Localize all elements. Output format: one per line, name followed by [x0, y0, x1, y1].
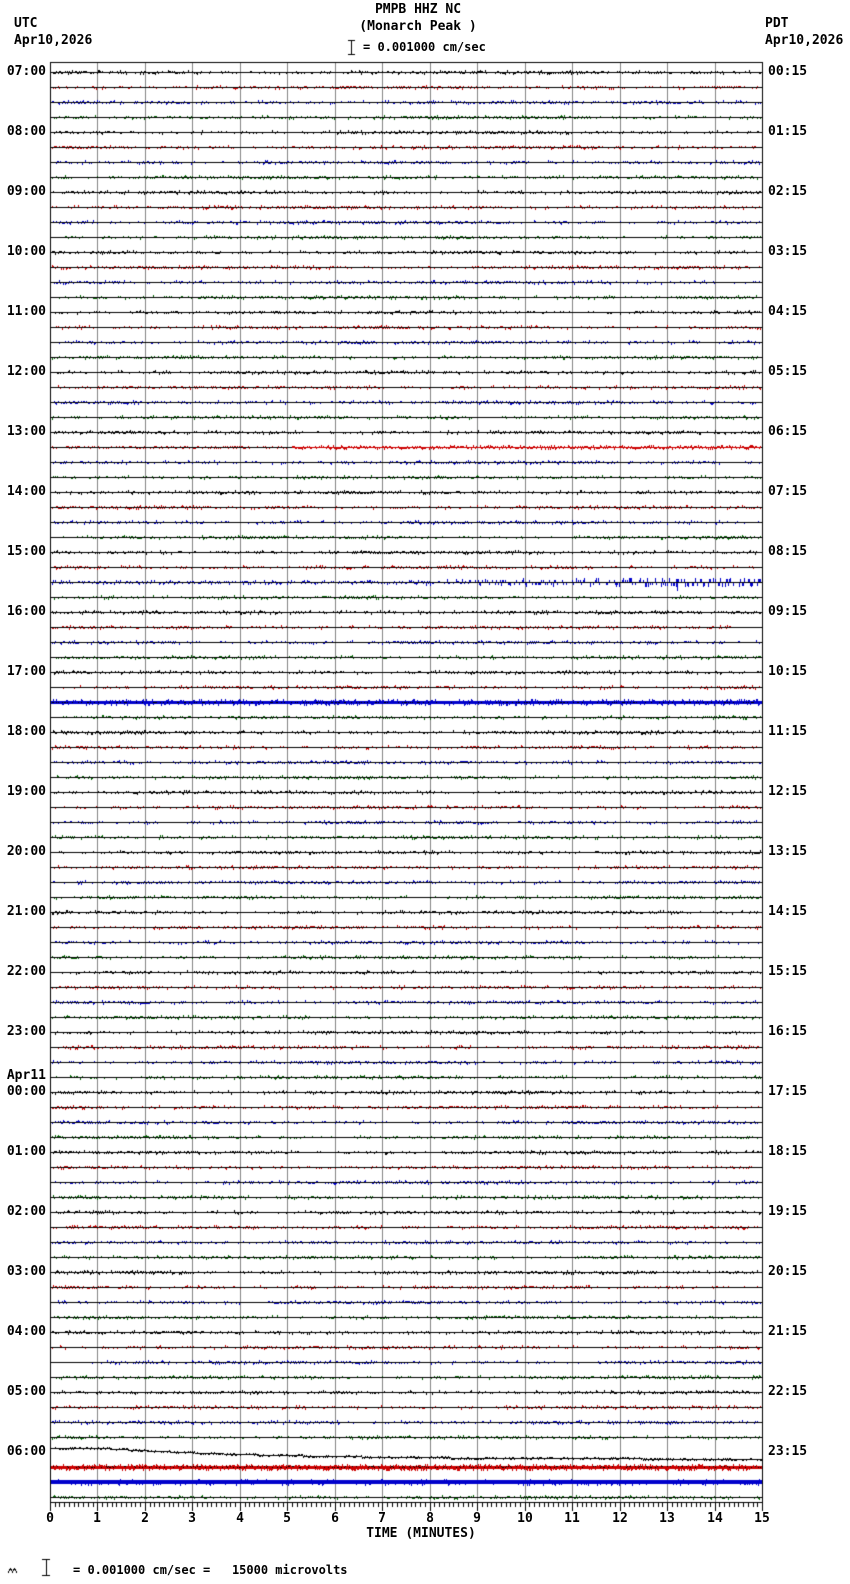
x-tick-label: 9 [473, 1511, 481, 1526]
footer-scale-note: = 0.001000 cm/sec = 15000 microvolts [73, 1563, 348, 1577]
pdt-hour-label: 04:15 [768, 304, 808, 319]
utc-hour-label: 03:00 [6, 1264, 46, 1279]
x-tick-label: 12 [612, 1511, 628, 1526]
pdt-hour-label: 15:15 [768, 964, 808, 979]
utc-hour-label: 15:00 [6, 544, 46, 559]
x-tick-label: 3 [188, 1511, 196, 1526]
x-tick-label: 14 [707, 1511, 723, 1526]
pdt-hour-label: 08:15 [768, 544, 808, 559]
x-axis-title: TIME (MINUTES) [366, 1526, 476, 1541]
utc-hour-label: 06:00 [6, 1444, 46, 1459]
station-title: PMPB HHZ NC [374, 2, 462, 17]
x-tick-label: 8 [426, 1511, 434, 1526]
pdt-hour-label: 22:15 [768, 1384, 808, 1399]
x-tick-label: 5 [283, 1511, 291, 1526]
utc-hour-label: 09:00 [6, 184, 46, 199]
utc-hour-label: 05:00 [6, 1384, 46, 1399]
x-tick-label: 11 [564, 1511, 580, 1526]
x-tick-label: 1 [93, 1511, 101, 1526]
amplitude-scale-label: = 0.001000 cm/sec [363, 40, 486, 54]
timezone-right: PDT [765, 16, 789, 31]
pdt-hour-label: 20:15 [768, 1264, 808, 1279]
pdt-hour-label: 12:15 [768, 784, 808, 799]
timezone-left: UTC [14, 16, 38, 31]
x-tick-label: 2 [141, 1511, 149, 1526]
date-left: Apr10,2026 [14, 33, 93, 48]
pdt-hour-label: 02:15 [768, 184, 808, 199]
pdt-hour-label: 11:15 [768, 724, 808, 739]
utc-hour-label: 13:00 [6, 424, 46, 439]
pdt-hour-label: 09:15 [768, 604, 808, 619]
pdt-hour-label: 18:15 [768, 1144, 808, 1159]
utc-hour-label: 08:00 [6, 124, 46, 139]
utc-hour-label: 02:00 [6, 1204, 46, 1219]
pdt-hour-label: 17:15 [768, 1084, 808, 1099]
pdt-hour-label: 21:15 [768, 1324, 808, 1339]
x-tick-label: 4 [236, 1511, 244, 1526]
pdt-hour-label: 07:15 [768, 484, 808, 499]
utc-hour-label: 10:00 [6, 244, 46, 259]
utc-hour-label: 21:00 [6, 904, 46, 919]
utc-hour-label: 17:00 [6, 664, 46, 679]
x-tick-label: 6 [331, 1511, 339, 1526]
date-right: Apr10,2026 [765, 33, 844, 48]
pdt-hour-label: 00:15 [768, 64, 808, 79]
x-tick-label: 15 [754, 1511, 770, 1526]
pdt-hour-label: 06:15 [768, 424, 808, 439]
x-tick-label: 10 [517, 1511, 533, 1526]
utc-hour-label: 00:00 [6, 1084, 46, 1099]
pdt-hour-label: 03:15 [768, 244, 808, 259]
utc-hour-label: 01:00 [6, 1144, 46, 1159]
pdt-hour-label: 19:15 [768, 1204, 808, 1219]
x-tick-label: 7 [378, 1511, 386, 1526]
pdt-hour-label: 05:15 [768, 364, 808, 379]
utc-hour-label: 14:00 [6, 484, 46, 499]
utc-hour-label: 11:00 [6, 304, 46, 319]
utc-hour-label: 19:00 [6, 784, 46, 799]
utc-hour-label: 22:00 [6, 964, 46, 979]
station-location: (Monarch Peak ) [359, 19, 477, 34]
utc-hour-label: 04:00 [6, 1324, 46, 1339]
pdt-hour-label: 01:15 [768, 124, 808, 139]
utc-hour-label: 12:00 [6, 364, 46, 379]
utc-hour-label: 23:00 [6, 1024, 46, 1039]
utc-hour-label: 16:00 [6, 604, 46, 619]
pdt-hour-label: 10:15 [768, 664, 808, 679]
pdt-hour-label: 14:15 [768, 904, 808, 919]
pdt-hour-label: 16:15 [768, 1024, 808, 1039]
x-tick-label: 0 [46, 1511, 54, 1526]
utc-date-label: Apr11 [6, 1068, 46, 1083]
utc-hour-label: 20:00 [6, 844, 46, 859]
pdt-hour-label: 13:15 [768, 844, 808, 859]
utc-hour-label: 07:00 [6, 64, 46, 79]
x-tick-label: 13 [659, 1511, 675, 1526]
utc-hour-label: 18:00 [6, 724, 46, 739]
pdt-hour-label: 23:15 [768, 1444, 808, 1459]
